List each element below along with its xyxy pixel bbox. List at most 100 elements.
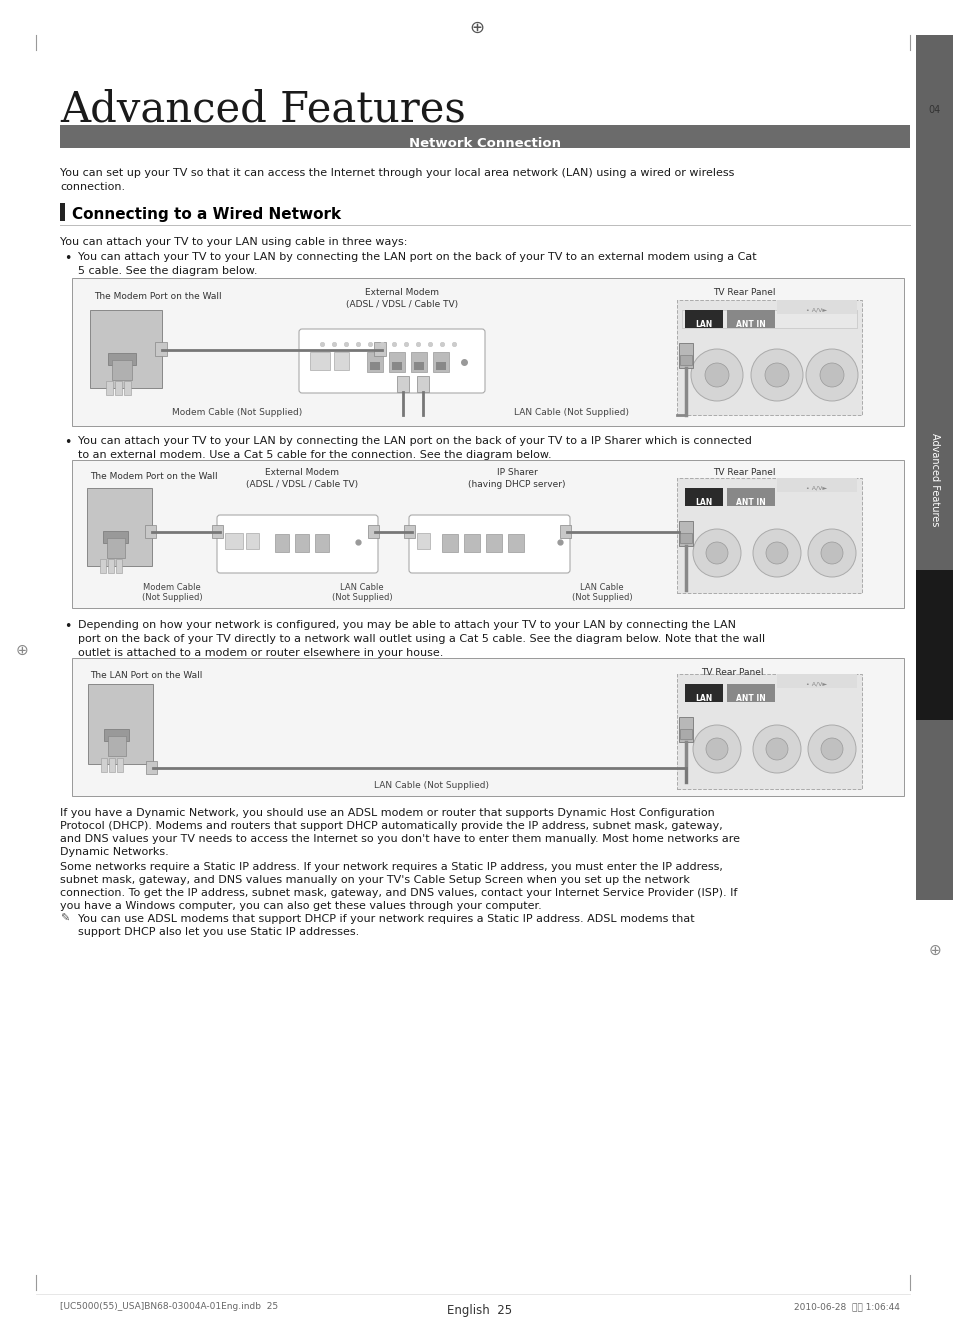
- Text: ANT IN: ANT IN: [736, 320, 765, 329]
- Bar: [414, 362, 423, 370]
- Bar: [103, 531, 128, 543]
- Bar: [463, 534, 479, 552]
- Bar: [100, 559, 106, 573]
- Circle shape: [821, 542, 842, 564]
- Bar: [726, 487, 774, 506]
- Text: connection.: connection.: [60, 182, 125, 192]
- Bar: [108, 736, 126, 756]
- Bar: [776, 478, 856, 491]
- Text: ANT IN: ANT IN: [736, 498, 765, 507]
- Bar: [679, 729, 691, 738]
- Bar: [679, 355, 691, 365]
- Text: Protocol (DHCP). Modems and routers that support DHCP automatically provide the : Protocol (DHCP). Modems and routers that…: [60, 820, 722, 831]
- Bar: [368, 524, 378, 538]
- Text: (Not Supplied): (Not Supplied): [142, 593, 202, 602]
- Circle shape: [752, 725, 801, 773]
- Text: to an external modem. Use a Cat 5 cable for the connection. See the diagram belo: to an external modem. Use a Cat 5 cable …: [78, 450, 551, 460]
- Bar: [60, 125, 909, 148]
- Bar: [314, 534, 329, 552]
- Bar: [115, 380, 122, 395]
- Text: • A/V►: • A/V►: [805, 682, 826, 686]
- Text: support DHCP also let you use Static IP addresses.: support DHCP also let you use Static IP …: [78, 927, 359, 937]
- Circle shape: [765, 738, 787, 760]
- Bar: [310, 351, 330, 370]
- Text: You can attach your TV to your LAN by connecting the LAN port on the back of you: You can attach your TV to your LAN by co…: [78, 436, 751, 446]
- Text: The LAN Port on the Wall: The LAN Port on the Wall: [90, 671, 202, 680]
- Text: You can attach your TV to your LAN using cable in three ways:: You can attach your TV to your LAN using…: [60, 236, 407, 247]
- Bar: [225, 532, 243, 550]
- Bar: [109, 758, 115, 771]
- Circle shape: [805, 349, 857, 402]
- Bar: [116, 559, 122, 573]
- Bar: [374, 342, 386, 355]
- Text: connection. To get the IP address, subnet mask, gateway, and DNS values, contact: connection. To get the IP address, subne…: [60, 888, 737, 898]
- Circle shape: [765, 542, 787, 564]
- Bar: [776, 674, 856, 688]
- Bar: [124, 380, 131, 395]
- Circle shape: [764, 363, 788, 387]
- Bar: [684, 487, 722, 506]
- Text: ANT IN: ANT IN: [736, 694, 765, 703]
- FancyBboxPatch shape: [409, 515, 569, 573]
- Text: 2010-06-28  오후 1:06:44: 2010-06-28 오후 1:06:44: [793, 1303, 899, 1310]
- Circle shape: [705, 542, 727, 564]
- Text: (Not Supplied): (Not Supplied): [571, 593, 632, 602]
- Bar: [726, 310, 774, 328]
- Bar: [776, 300, 856, 314]
- Text: you have a Windows computer, you can also get these values through your computer: you have a Windows computer, you can als…: [60, 901, 541, 911]
- Bar: [117, 758, 123, 771]
- Bar: [90, 310, 162, 388]
- Text: The Modem Port on the Wall: The Modem Port on the Wall: [94, 292, 221, 301]
- Bar: [679, 717, 692, 742]
- Text: Advanced Features: Advanced Features: [60, 89, 465, 129]
- Bar: [71, 658, 903, 797]
- Text: •: •: [64, 252, 71, 266]
- Text: [UC5000(55)_USA]BN68-03004A-01Eng.indb  25: [UC5000(55)_USA]BN68-03004A-01Eng.indb 2…: [60, 1303, 278, 1310]
- Bar: [88, 684, 152, 764]
- Circle shape: [750, 349, 802, 402]
- Text: port on the back of your TV directly to a network wall outlet using a Cat 5 cabl: port on the back of your TV directly to …: [78, 634, 764, 645]
- Text: If you have a Dynamic Network, you should use an ADSL modem or router that suppo: If you have a Dynamic Network, you shoul…: [60, 808, 714, 818]
- Text: and DNS values your TV needs to access the Internet so you don't have to enter t: and DNS values your TV needs to access t…: [60, 834, 740, 844]
- Bar: [684, 310, 722, 328]
- Circle shape: [807, 528, 855, 577]
- Text: ⊕: ⊕: [15, 642, 29, 658]
- Bar: [392, 362, 401, 370]
- Bar: [104, 729, 129, 741]
- Bar: [485, 534, 501, 552]
- Text: •: •: [64, 620, 71, 633]
- Bar: [411, 351, 427, 373]
- Text: outlet is attached to a modem or router elsewhere in your house.: outlet is attached to a modem or router …: [78, 649, 443, 658]
- Bar: [915, 569, 953, 720]
- FancyBboxPatch shape: [298, 329, 484, 394]
- Text: Dynamic Networks.: Dynamic Networks.: [60, 847, 169, 857]
- Text: Connecting to a Wired Network: Connecting to a Wired Network: [71, 207, 341, 222]
- Bar: [684, 684, 722, 701]
- Bar: [396, 376, 409, 392]
- Bar: [107, 538, 125, 557]
- Text: LAN Cable: LAN Cable: [579, 583, 623, 592]
- Text: 04: 04: [928, 104, 941, 115]
- Bar: [389, 351, 405, 373]
- Text: (Not Supplied): (Not Supplied): [332, 593, 392, 602]
- Bar: [679, 532, 691, 543]
- Bar: [146, 761, 157, 774]
- Circle shape: [692, 528, 740, 577]
- Bar: [681, 310, 856, 328]
- Bar: [679, 520, 692, 546]
- Text: External Modem
(ADSL / VDSL / Cable TV): External Modem (ADSL / VDSL / Cable TV): [246, 468, 357, 489]
- Circle shape: [704, 363, 728, 387]
- Text: You can use ADSL modems that support DHCP if your network requires a Static IP a: You can use ADSL modems that support DHC…: [78, 914, 694, 923]
- Text: TV Rear Panel: TV Rear Panel: [712, 288, 775, 297]
- Text: You can attach your TV to your LAN by connecting the LAN port on the back of you: You can attach your TV to your LAN by co…: [78, 252, 756, 262]
- Bar: [71, 460, 903, 608]
- Text: TV Rear Panel: TV Rear Panel: [712, 468, 775, 477]
- Bar: [436, 362, 446, 370]
- Circle shape: [692, 725, 740, 773]
- Bar: [403, 524, 415, 538]
- Bar: [87, 487, 152, 565]
- Text: Some networks require a Static IP address. If your network requires a Static IP : Some networks require a Static IP addres…: [60, 863, 722, 872]
- Text: 5 cable. See the diagram below.: 5 cable. See the diagram below.: [78, 266, 257, 276]
- Bar: [112, 361, 132, 380]
- Text: IP Sharer
(having DHCP server): IP Sharer (having DHCP server): [468, 468, 565, 489]
